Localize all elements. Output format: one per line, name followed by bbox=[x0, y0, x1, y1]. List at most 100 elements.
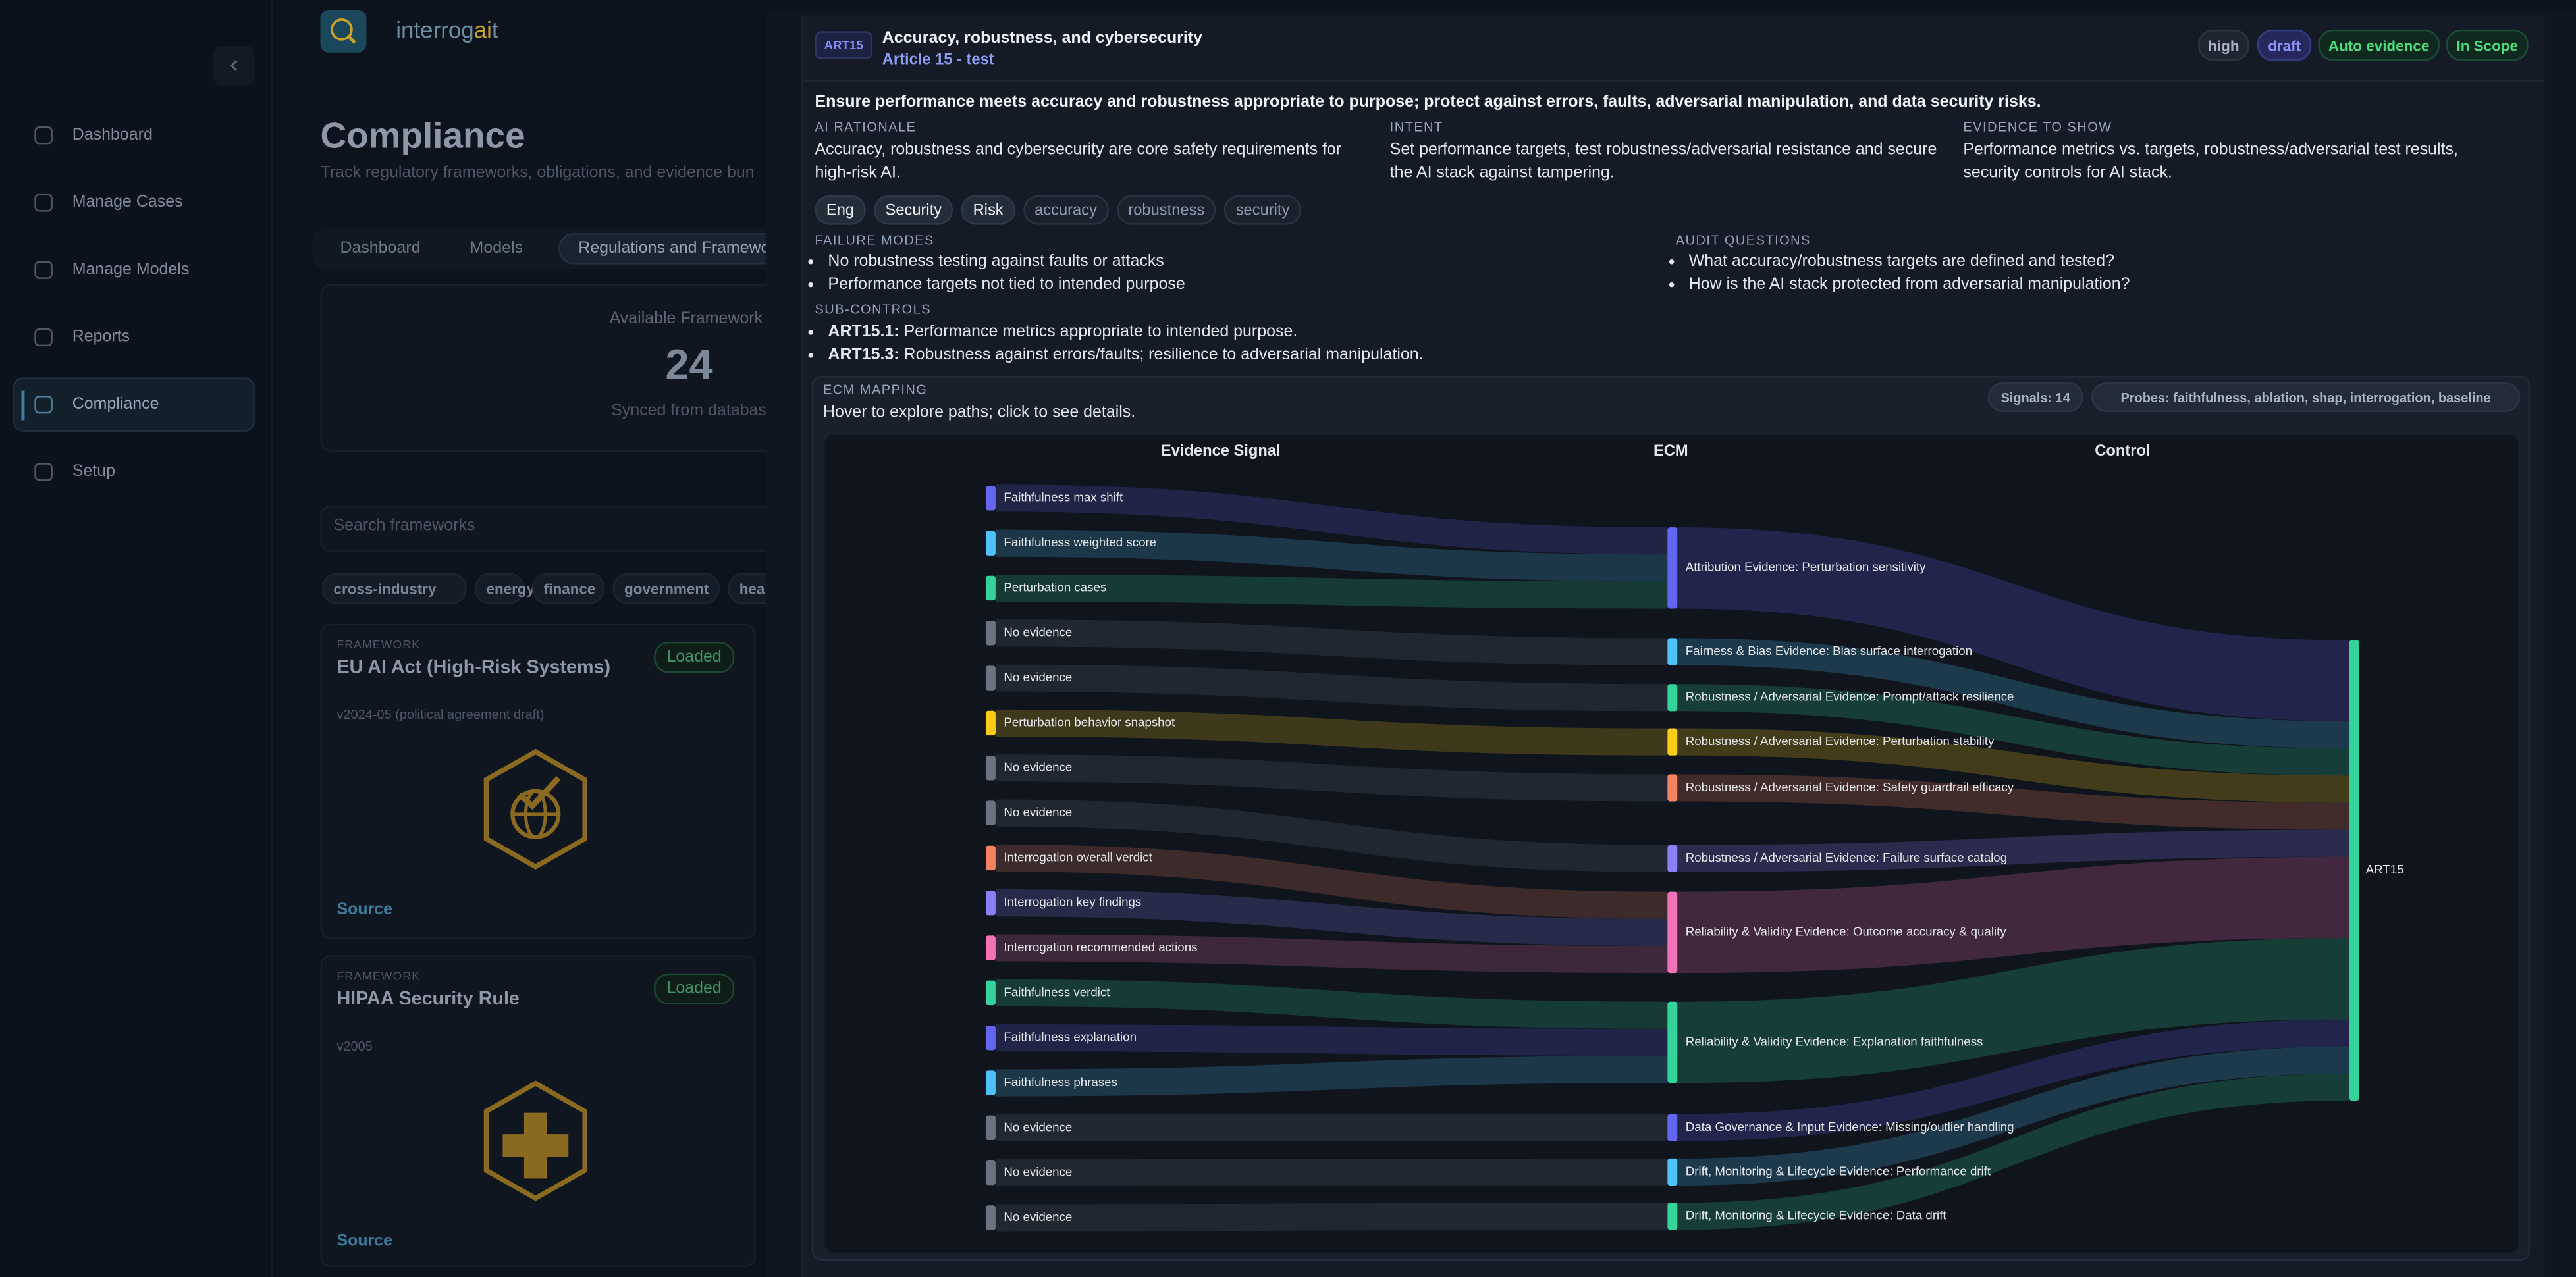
framework-icon bbox=[480, 748, 592, 873]
source-node bbox=[985, 486, 996, 511]
ecm-hint: Hover to explore paths; click to see det… bbox=[822, 404, 1136, 422]
status-badge: draft bbox=[2257, 29, 2312, 61]
stat-note: Synced from databas bbox=[611, 402, 766, 421]
source-label: No evidence bbox=[1004, 805, 1072, 819]
code-badge: ART15 bbox=[815, 31, 872, 59]
source-label: Perturbation behavior snapshot bbox=[1004, 715, 1175, 729]
nav-item[interactable]: Dashboard bbox=[72, 126, 153, 145]
source-label: Faithfulness verdict bbox=[1004, 985, 1110, 999]
nav-icon bbox=[34, 194, 53, 212]
nav-item[interactable]: Reports bbox=[72, 328, 130, 347]
source-node bbox=[985, 1160, 996, 1186]
signals-badge: Signals: 14 bbox=[1987, 382, 2083, 412]
nav-item[interactable]: Compliance bbox=[72, 395, 159, 414]
ecm-label: Robustness / Adversarial Evidence: Promp… bbox=[1686, 690, 2014, 704]
source-node bbox=[985, 1026, 996, 1051]
card-kicker: FRAMEWORK bbox=[336, 640, 421, 652]
list-item: Performance targets not tied to intended… bbox=[828, 274, 1185, 297]
nav-item[interactable]: Manage Cases bbox=[72, 194, 183, 212]
source-label: Interrogation key findings bbox=[1004, 895, 1141, 909]
source-label: No evidence bbox=[1004, 670, 1072, 684]
section-label: FAILURE MODES bbox=[815, 233, 934, 248]
sankey-link bbox=[1677, 684, 2349, 776]
control-label: ART15 bbox=[2366, 862, 2404, 876]
source-node bbox=[985, 621, 996, 646]
filter-chip[interactable]: government bbox=[612, 573, 720, 604]
sub-control-id: ART15.3: bbox=[828, 346, 899, 365]
sankey-link bbox=[995, 1114, 1668, 1141]
panel-subtitle: Article 15 - test bbox=[882, 51, 994, 69]
sankey-link bbox=[995, 754, 1668, 802]
column-text: Set performance targets, test robustness… bbox=[1389, 141, 1937, 182]
logo-icon bbox=[331, 18, 356, 44]
tab[interactable]: Models bbox=[470, 240, 523, 258]
source-node bbox=[985, 710, 996, 736]
ecm-label: Data Governance & Input Evidence: Missin… bbox=[1686, 1120, 2014, 1134]
page-subtitle: Track regulatory frameworks, obligations… bbox=[320, 164, 755, 182]
source-node bbox=[985, 980, 996, 1006]
tag: accuracy bbox=[1023, 195, 1109, 225]
sankey-link bbox=[1677, 1019, 2349, 1141]
sub-control: ART15.3: Robustness against errors/fault… bbox=[828, 345, 1423, 368]
search-box[interactable] bbox=[320, 506, 801, 552]
source-label: No evidence bbox=[1004, 1165, 1072, 1179]
collapse-button[interactable] bbox=[213, 45, 255, 86]
filter-chip[interactable]: energy bbox=[475, 573, 535, 604]
sankey-link bbox=[995, 889, 1668, 946]
sub-control: ART15.1: Performance metrics appropriate… bbox=[828, 322, 1423, 345]
tag: security bbox=[1224, 195, 1301, 225]
active-indicator bbox=[21, 390, 25, 421]
nav-icon bbox=[34, 126, 53, 145]
sankey-link bbox=[995, 799, 1668, 872]
nav-item[interactable]: Setup bbox=[72, 463, 115, 481]
tab[interactable]: Regulations and Framewo bbox=[558, 233, 789, 265]
column-label: INTENT bbox=[1389, 120, 1443, 135]
sankey-link bbox=[1677, 774, 2349, 830]
source-label: No evidence bbox=[1004, 625, 1072, 639]
active-nav-bg bbox=[13, 377, 255, 432]
card-version: v2005 bbox=[336, 1039, 373, 1054]
status-badge: high bbox=[2198, 29, 2249, 61]
framework-card bbox=[320, 623, 756, 939]
ecm-node bbox=[1667, 638, 1678, 665]
stat-label: Available Framework bbox=[609, 310, 763, 328]
tag: Eng bbox=[815, 195, 866, 225]
source-link[interactable]: Source bbox=[336, 1232, 393, 1251]
nav-item[interactable]: Manage Models bbox=[72, 261, 190, 279]
source-node bbox=[985, 531, 996, 556]
sankey-bg bbox=[824, 434, 2519, 1253]
section-label: AUDIT QUESTIONS bbox=[1675, 233, 1811, 248]
source-node bbox=[985, 1070, 996, 1095]
sankey-link bbox=[1677, 728, 2349, 803]
source-label: Perturbation cases bbox=[1004, 580, 1106, 594]
tag: Security bbox=[874, 195, 953, 225]
brand: interrogait bbox=[396, 16, 498, 43]
source-link[interactable]: Source bbox=[336, 900, 393, 920]
nav-icon bbox=[34, 328, 53, 347]
source-node bbox=[985, 756, 996, 781]
ecm-label: Drift, Monitoring & Lifecycle Evidence: … bbox=[1686, 1209, 1947, 1222]
source-label: Interrogation overall verdict bbox=[1004, 850, 1152, 864]
nav-icon bbox=[34, 395, 53, 414]
source-node bbox=[985, 891, 996, 916]
framework-icon bbox=[480, 1080, 592, 1205]
ecm-label: Robustness / Adversarial Evidence: Safet… bbox=[1686, 780, 2014, 794]
filter-chip[interactable]: finance bbox=[532, 573, 605, 604]
tag: robustness bbox=[1116, 195, 1216, 225]
ecm-node bbox=[1667, 728, 1678, 756]
sankey-link bbox=[995, 709, 1668, 756]
page-title: Compliance bbox=[320, 115, 525, 156]
filter-chip[interactable]: cross-industry bbox=[322, 573, 467, 604]
source-label: Faithfulness max shift bbox=[1004, 490, 1123, 504]
tab[interactable]: Dashboard bbox=[340, 240, 421, 258]
card-title: HIPAA Security Rule bbox=[336, 989, 520, 1010]
sidebar bbox=[0, 0, 273, 1277]
sub-control-id: ART15.1: bbox=[828, 323, 899, 342]
sub-controls: ART15.1: Performance metrics appropriate… bbox=[815, 322, 1423, 368]
source-node bbox=[985, 665, 996, 691]
sankey-link bbox=[995, 619, 1668, 665]
ecm-node bbox=[1667, 1001, 1678, 1083]
source-node bbox=[985, 845, 996, 871]
status-badge: In Scope bbox=[2446, 29, 2529, 61]
